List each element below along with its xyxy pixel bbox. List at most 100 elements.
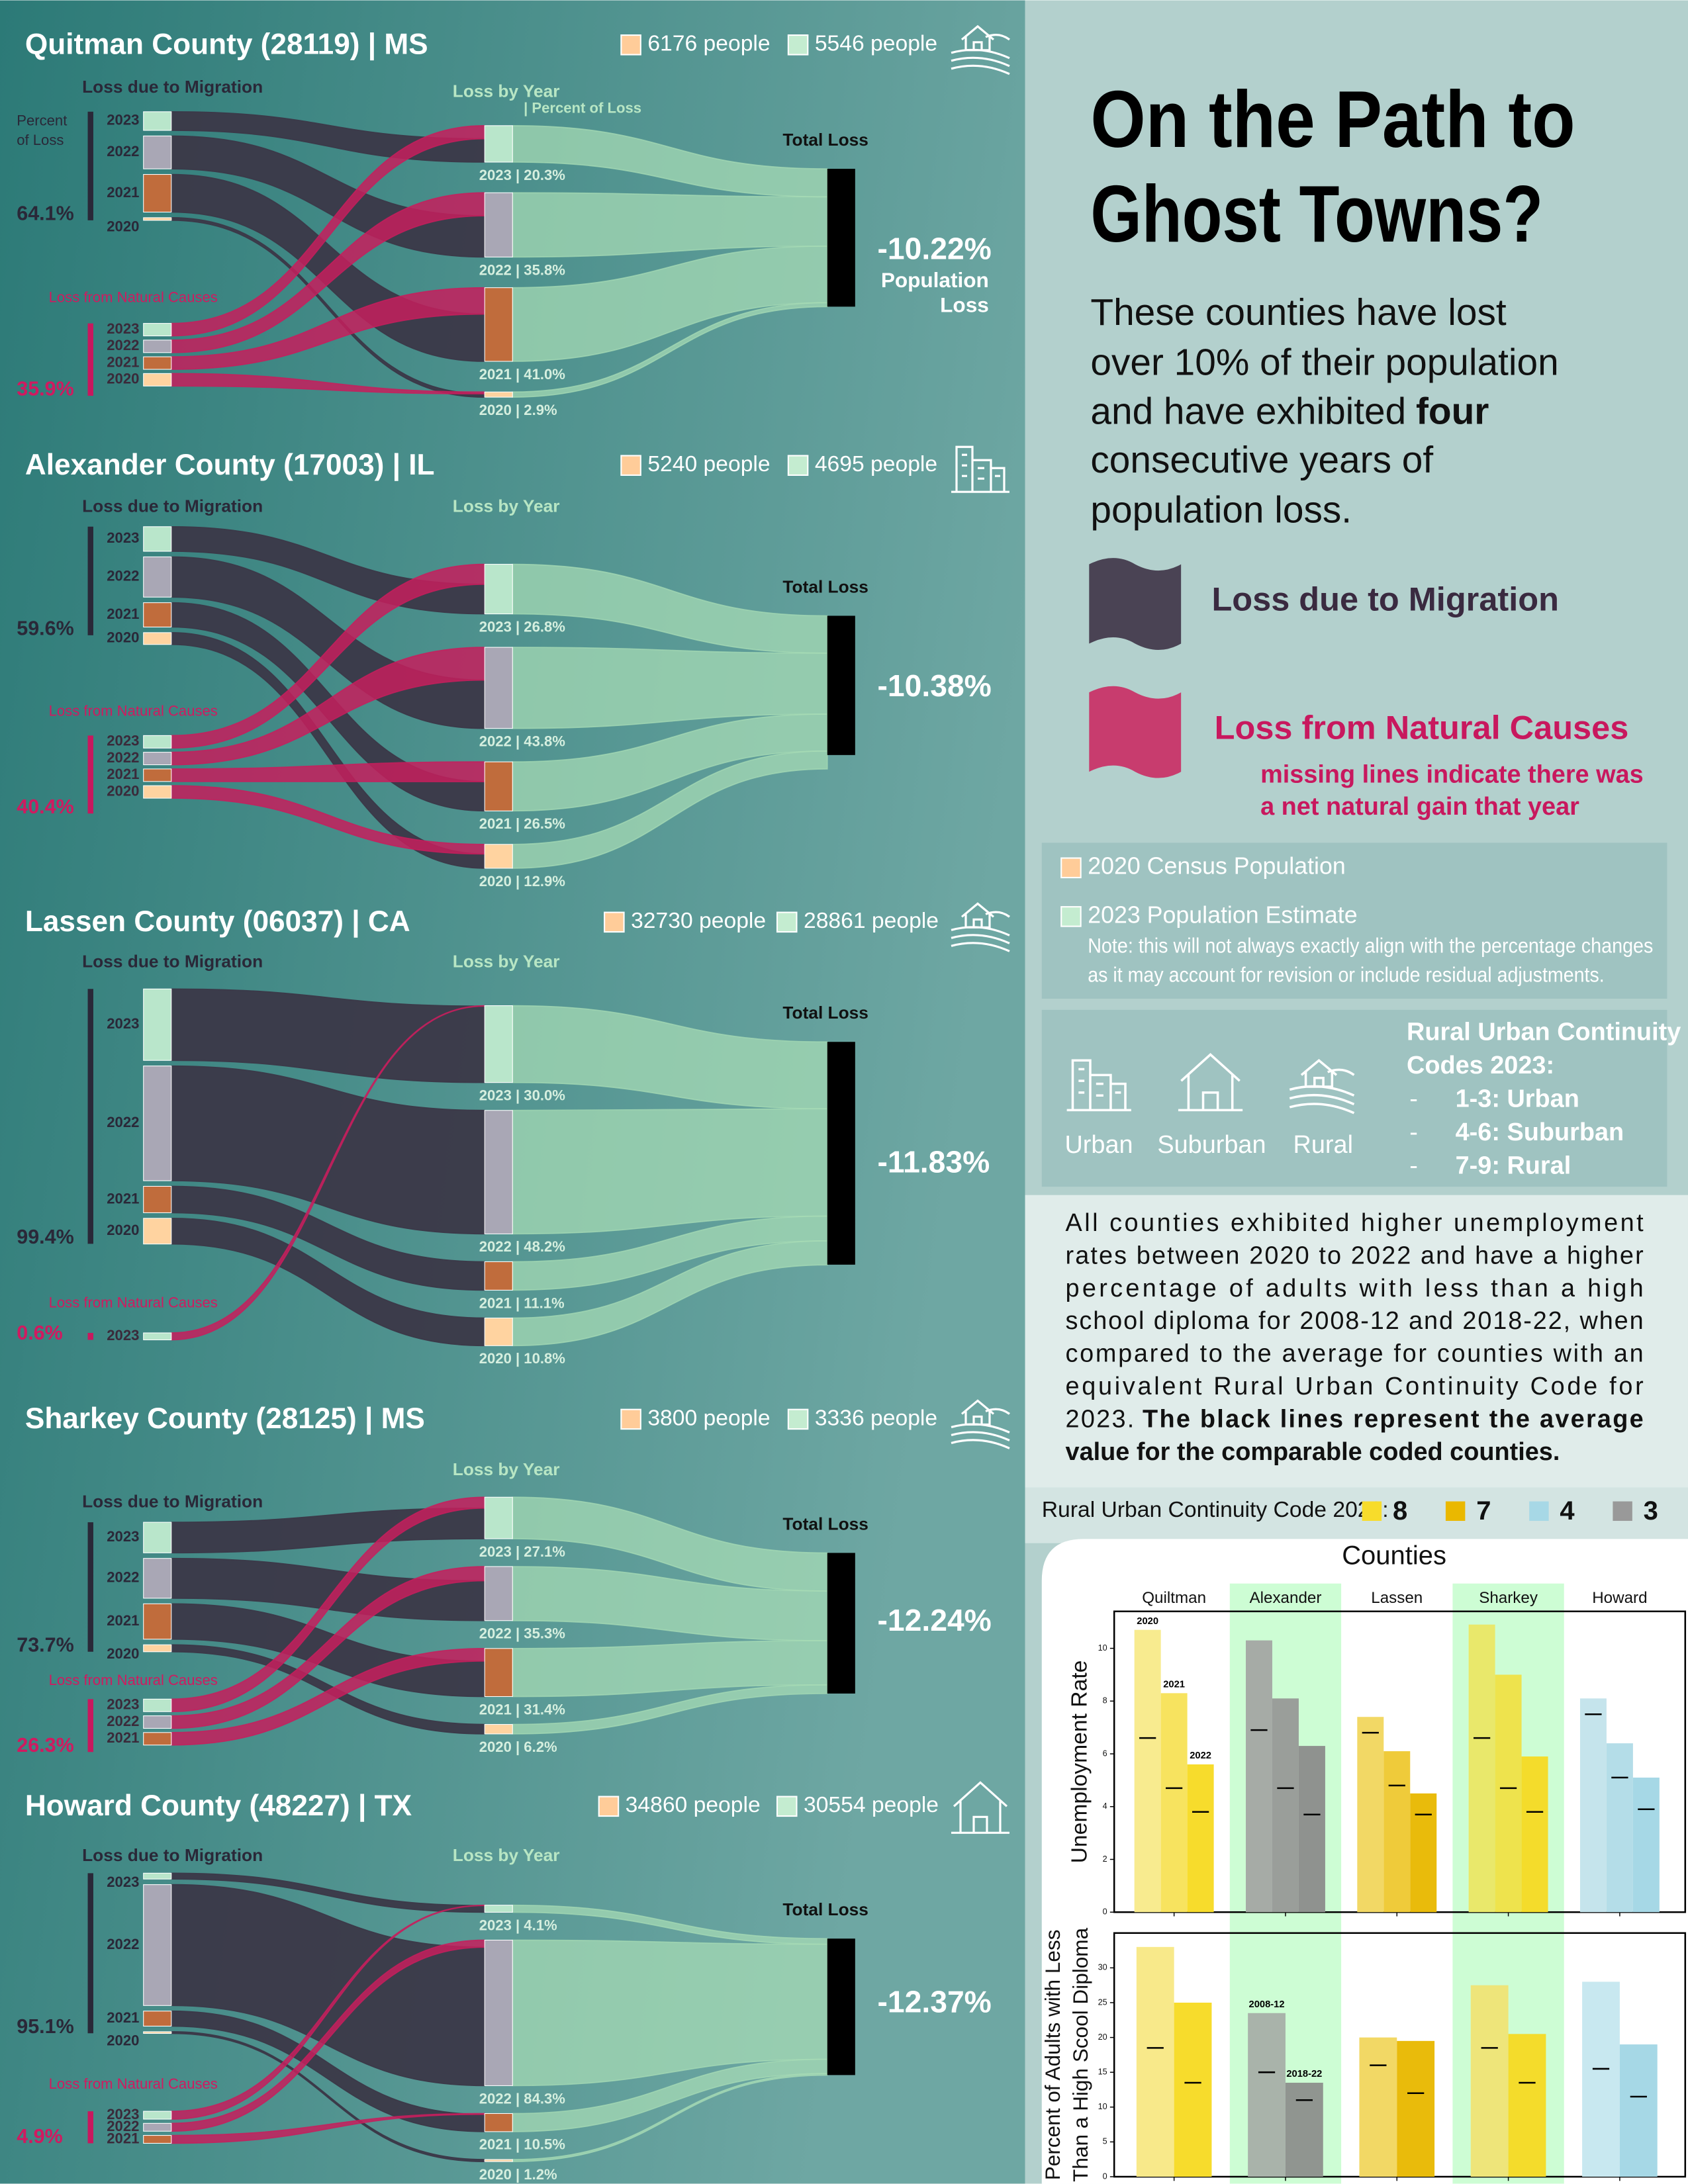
rural-icon: [1289, 1058, 1355, 1115]
paragraph-line: value for the comparable coded counties.: [1066, 1438, 1560, 1466]
total-flow: [512, 1240, 828, 1347]
series-label: 2020: [1137, 1616, 1158, 1627]
total-heading: Total Loss: [782, 130, 868, 150]
total-node: [827, 169, 855, 307]
year-label: 2022 | 35.8%: [479, 261, 566, 278]
natural-year-label: 2023: [107, 320, 139, 337]
column-header: Lassen: [1371, 1589, 1423, 1607]
by-year-heading: Loss by Year: [453, 951, 560, 971]
column-header: Howard: [1592, 1589, 1647, 1607]
paragraph-line: school diploma for 2008-12 and 2018-22, …: [1066, 1307, 1644, 1335]
bar: [1468, 1624, 1495, 1913]
code-item: 4-6: Suburban: [1456, 1118, 1624, 1146]
population-label: 4695 people: [815, 452, 937, 477]
total-value: -11.83%: [877, 1145, 990, 1179]
legend-title: Rural Urban Continuity Code 2023:: [1042, 1498, 1389, 1522]
migration-node: [143, 988, 172, 1061]
natural-heading: Loss from Natural Causes: [49, 1672, 218, 1688]
year-node: [484, 1939, 513, 2086]
year-label: 2020 | 1.2%: [479, 2166, 557, 2183]
y-tick-label: 30: [1098, 1963, 1107, 1972]
natural-share: 0.6%: [17, 1322, 63, 1344]
population-swatch: [620, 1408, 641, 1430]
natural-year-label: 2023: [107, 1327, 139, 1343]
year-label: 2021 | 26.5%: [479, 815, 566, 832]
natural-node: [143, 2111, 172, 2120]
paragraph-line: All counties exhibited higher unemployme…: [1066, 1209, 1644, 1237]
percent-of-loss: Percent: [17, 112, 67, 128]
year-node: [484, 1905, 513, 1913]
total-flow: [512, 1108, 828, 1235]
bar: [1508, 2034, 1546, 2177]
year-node: [484, 2159, 513, 2162]
legend-swatch: [1529, 1501, 1549, 1522]
column-header: Alexander: [1249, 1589, 1321, 1607]
total-node: [827, 1042, 855, 1265]
migration-share: 73.7%: [17, 1633, 73, 1656]
y-tick-label: 0: [1103, 2171, 1107, 2181]
natural-swatch: [1089, 686, 1182, 778]
natural-node: [143, 356, 172, 370]
year-label: 2022 | 48.2%: [479, 1238, 566, 1255]
natural-heading: Loss from Natural Causes: [49, 289, 218, 306]
migration-heading: Loss due to Migration: [82, 951, 263, 971]
year-node: [484, 1724, 513, 1735]
year-label: 2022 | 43.8%: [479, 733, 566, 750]
y-tick-label: 20: [1098, 2032, 1107, 2042]
migration-year-label: 2023: [107, 112, 139, 128]
y-tick-label: 6: [1103, 1749, 1107, 1758]
migration-year-label: 2021: [107, 1612, 139, 1629]
population-key-box: [1041, 842, 1667, 999]
natural-heading: Loss from Natural Causes: [49, 1295, 218, 1311]
bar: [1619, 2044, 1658, 2177]
total-value: -12.37%: [877, 1984, 991, 2019]
migration-share: 99.4%: [17, 1226, 73, 1248]
migration-node: [143, 556, 172, 598]
main-title: Ghost Towns?: [1090, 169, 1543, 259]
paragraph-line: compared to the average for counties wit…: [1066, 1340, 1644, 1368]
bar: [1397, 2040, 1435, 2177]
year-label: 2021 | 41.0%: [479, 366, 566, 383]
bar: [1245, 1640, 1272, 1913]
year-node: [484, 647, 513, 729]
migration-heading: Loss due to Migration: [82, 77, 263, 97]
legend-note: missing lines indicate there was: [1260, 760, 1644, 788]
by-year-note: | Percent of Loss: [524, 99, 641, 116]
year-node: [484, 1005, 513, 1083]
legend-note: a net natural gain that year: [1260, 793, 1579, 821]
migration-year-label: 2022: [107, 1114, 139, 1130]
natural-node: [143, 340, 172, 353]
icon-shape: [951, 902, 1010, 952]
year-label: 2020 | 6.2%: [479, 1739, 557, 1755]
estimate-swatch: [1060, 906, 1082, 927]
population-label: 3800 people: [647, 1406, 770, 1430]
code-icon-label: Suburban: [1157, 1131, 1266, 1159]
codes-heading: Rural Urban Continuity: [1407, 1019, 1681, 1046]
population-label: 5240 people: [647, 452, 770, 477]
paragraph-line: 2023. The black lines represent the avera…: [1066, 1406, 1644, 1433]
suburban-icon: [1178, 1053, 1243, 1112]
legend-swatch: [1613, 1501, 1632, 1522]
natural-node: [143, 768, 172, 782]
series-label: 2008-12: [1249, 1999, 1285, 2010]
y-tick-label: 15: [1098, 2068, 1107, 2077]
year-node: [484, 1566, 513, 1621]
natural-node: [143, 752, 172, 766]
natural-year-label: 2020: [107, 371, 139, 387]
legend-code: 8: [1393, 1496, 1407, 1525]
code-bullet: -: [1409, 1118, 1418, 1146]
natural-node: [143, 323, 172, 337]
icon-shape: [1066, 1059, 1131, 1112]
migration-year-label: 2020: [107, 1645, 139, 1662]
total-note: Population: [881, 268, 989, 292]
migration-node: [143, 1218, 172, 1245]
migration-year-label: 2023: [107, 529, 139, 546]
y-tick-label: 2: [1103, 1854, 1107, 1864]
migration-node: [143, 602, 172, 627]
migration-node: [143, 135, 172, 169]
migration-node: [143, 174, 172, 213]
y-tick-label: 10: [1098, 2102, 1107, 2111]
bar: [1248, 2013, 1286, 2177]
natural-year-label: 2021: [107, 1729, 139, 1746]
